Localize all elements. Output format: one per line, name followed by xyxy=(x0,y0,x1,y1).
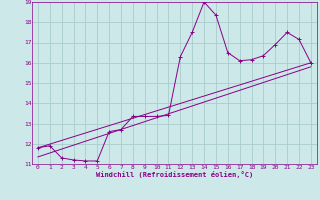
X-axis label: Windchill (Refroidissement éolien,°C): Windchill (Refroidissement éolien,°C) xyxy=(96,171,253,178)
